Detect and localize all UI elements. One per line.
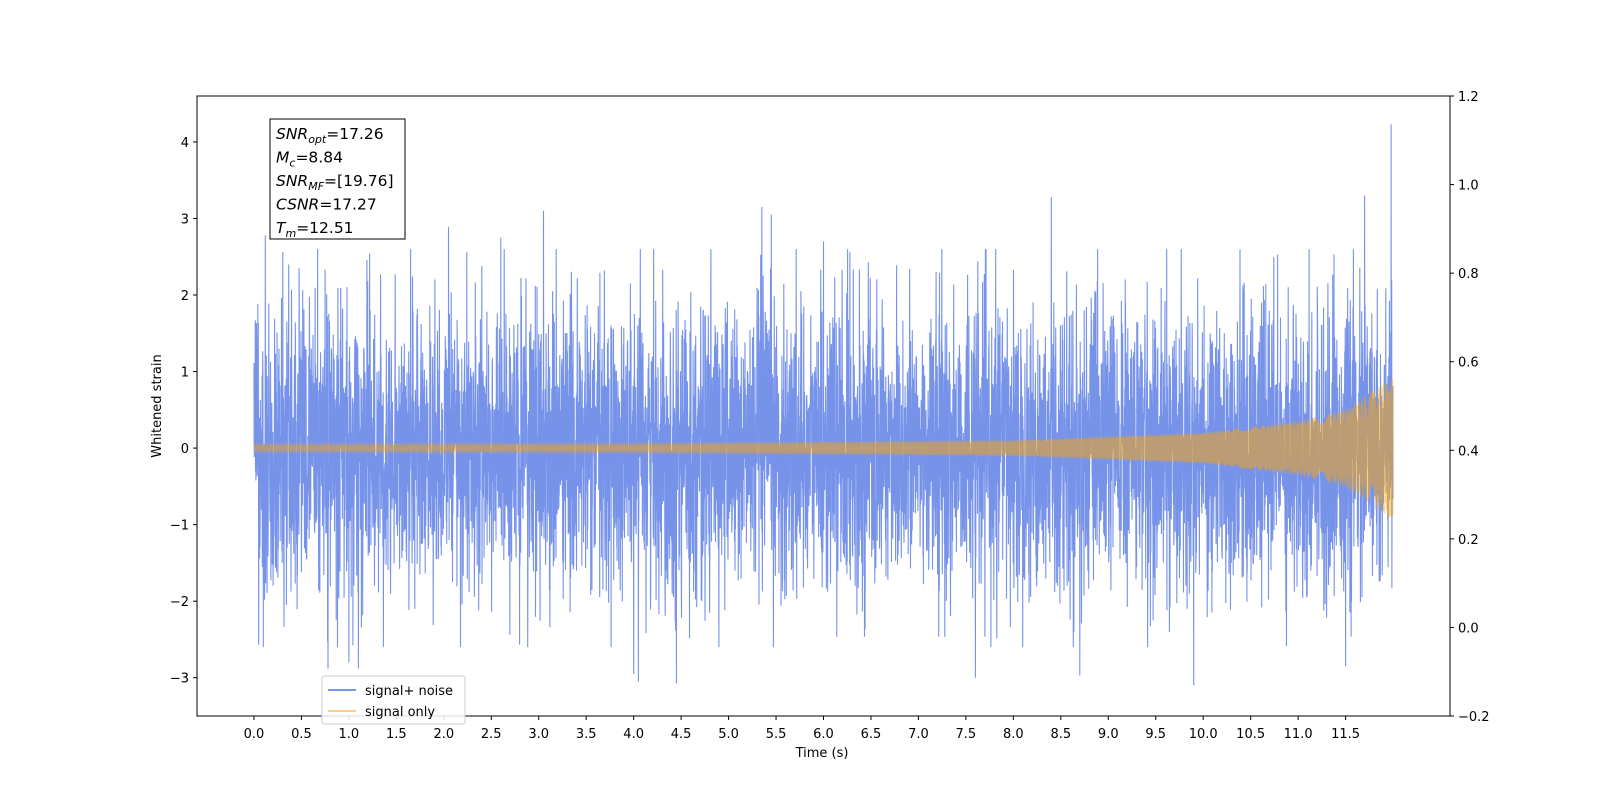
annotation-line: Mc=8.84 <box>276 149 343 170</box>
x-tick-label: 0.0 <box>244 727 265 742</box>
x-axis: 0.0 0.5 1.0 1.5 2.0 2.5 3.0 3.5 4.0 4.5 5.0 5.5 6.0 6… <box>244 716 1360 742</box>
y-tick-label: 0 <box>181 442 189 457</box>
x-tick-label: 7.0 <box>908 727 929 742</box>
x-tick-label: 10.0 <box>1189 727 1218 742</box>
y-tick-label: −3 <box>170 672 189 687</box>
x-tick-label: 3.0 <box>528 727 549 742</box>
annotation-box-frame <box>269 118 406 240</box>
x-tick-label: 9.5 <box>1145 727 1166 742</box>
y2-tick-label: 0.0 <box>1458 621 1479 636</box>
x-tick-label: 11.5 <box>1331 727 1360 742</box>
series-line-signal-plus-noise <box>253 124 1394 686</box>
y-tick-label: −1 <box>170 519 189 534</box>
legend-label: signal+ noise <box>365 684 453 699</box>
x-tick-label: 4.5 <box>671 727 692 742</box>
y2-tick-label: 1.0 <box>1458 179 1479 194</box>
annotation-line: SNRMF=[19.76] <box>276 172 394 193</box>
y-axis-label: Whitened strain <box>150 354 165 457</box>
y-axis-left: −3 −2 −1 0 1 2 3 4 <box>170 136 197 687</box>
x-tick-label: 0.5 <box>291 727 312 742</box>
y-tick-label: 1 <box>181 366 189 381</box>
x-tick-label: 8.5 <box>1050 727 1071 742</box>
legend-label: signal only <box>365 705 435 720</box>
x-tick-label: 9.0 <box>1098 727 1119 742</box>
y2-tick-label: 1.2 <box>1458 90 1479 105</box>
x-tick-label: 3.5 <box>576 727 597 742</box>
x-tick-label: 7.5 <box>956 727 977 742</box>
y-tick-label: 4 <box>181 136 189 151</box>
x-tick-label: 1.0 <box>339 727 360 742</box>
x-tick-label: 6.0 <box>813 727 834 742</box>
x-tick-label: 1.5 <box>386 727 407 742</box>
y-tick-label: 2 <box>181 289 189 304</box>
y2-tick-label: 0.4 <box>1458 444 1479 459</box>
x-tick-label: 5.0 <box>718 727 739 742</box>
y-tick-label: 3 <box>181 212 189 227</box>
y2-tick-label: 0.6 <box>1458 356 1479 371</box>
annotation-line: SNRopt=17.26 <box>276 125 384 146</box>
x-tick-label: 5.5 <box>766 727 787 742</box>
x-tick-label: 6.5 <box>861 727 882 742</box>
y-axis-right: −0.2 0.0 0.2 0.4 0.6 0.8 1.0 1.2 <box>1450 90 1490 725</box>
y2-tick-label: 0.8 <box>1458 267 1479 282</box>
x-tick-label: 8.0 <box>1003 727 1024 742</box>
x-tick-label: 10.5 <box>1236 727 1265 742</box>
y2-tick-label: −0.2 <box>1458 710 1490 725</box>
x-tick-label: 2.0 <box>433 727 454 742</box>
plot-area <box>253 124 1394 686</box>
x-tick-label: 11.0 <box>1284 727 1313 742</box>
y2-tick-label: 0.2 <box>1458 533 1479 548</box>
legend: signal+ noise signal only <box>321 675 466 725</box>
x-tick-label: 2.5 <box>481 727 502 742</box>
x-tick-label: 4.0 <box>623 727 644 742</box>
annotation-line: Tm=12.51 <box>276 219 354 240</box>
x-axis-label: Time (s) <box>795 746 849 761</box>
annotation-line: CSNR=17.27 <box>276 196 377 214</box>
series-line-signal-only <box>253 378 1394 518</box>
legend-frame <box>321 675 466 725</box>
y-tick-label: −2 <box>170 595 189 610</box>
